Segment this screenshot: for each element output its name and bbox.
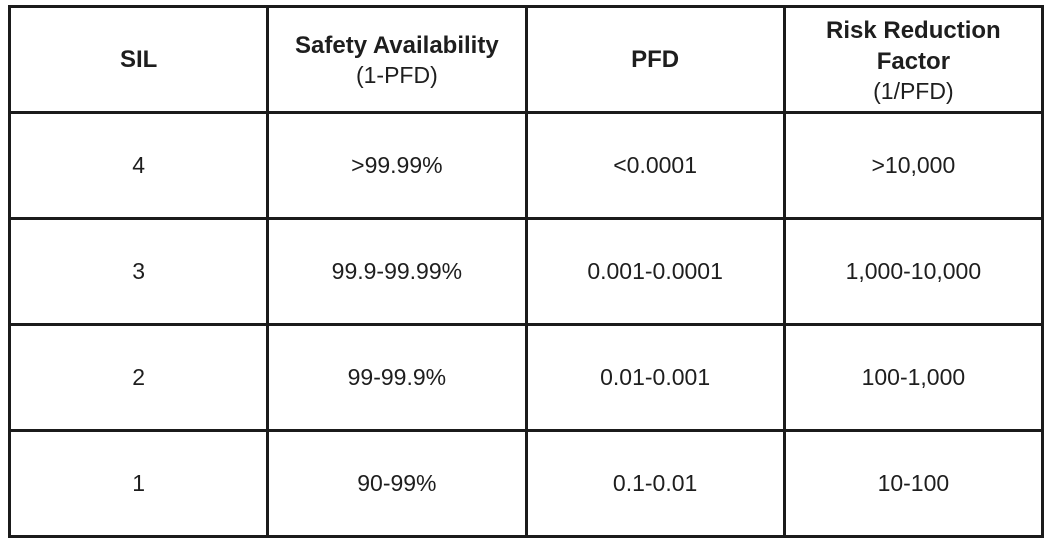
- table-cell: 4: [7, 111, 270, 220]
- header-cell: PFD: [524, 5, 786, 114]
- header-subtitle: (1/PFD): [873, 77, 954, 104]
- table-cell: 100-1,000: [782, 323, 1045, 432]
- table-row: 2 99-99.9% 0.01-0.001 100-1,000: [7, 323, 1045, 432]
- table-cell: >99.99%: [266, 111, 528, 220]
- table-cell: 0.1-0.01: [524, 429, 786, 538]
- header-row: SIL Safety Availability (1-PFD) PFD Risk Red…: [7, 5, 1045, 114]
- table-cell: 3: [7, 217, 270, 326]
- table-row: 1 90-99% 0.1-0.01 10-100: [7, 429, 1045, 538]
- table-row: 4 >99.99% <0.0001 >10,000: [7, 111, 1045, 220]
- table-cell: 2: [7, 323, 270, 432]
- table-cell: 90-99%: [266, 429, 528, 538]
- table-cell: >10,000: [782, 111, 1045, 220]
- header-title: Risk Reduction Factor: [826, 16, 1001, 75]
- table-cell: 1,000-10,000: [782, 217, 1045, 326]
- table-cell: 0.01-0.001: [524, 323, 786, 432]
- table-body: 4 >99.99% <0.0001 >10,000 3 99.9-99.99% 0.001-…: [7, 111, 1045, 538]
- header-title: Safety Availability: [295, 32, 499, 59]
- table-cell: 99-99.9%: [266, 323, 528, 432]
- header-title: PFD: [631, 46, 680, 73]
- table-cell: 10-100: [782, 429, 1045, 538]
- sil-table: SIL Safety Availability (1-PFD) PFD Risk Red…: [7, 5, 1045, 538]
- table-cell: 1: [7, 429, 270, 538]
- header-cell: Safety Availability (1-PFD): [266, 5, 528, 114]
- header-cell: Risk Reduction Factor (1/PFD): [782, 5, 1045, 114]
- header-cell: SIL: [7, 5, 270, 114]
- header-subtitle: (1-PFD): [355, 62, 438, 88]
- table-cell: <0.0001: [524, 111, 786, 220]
- table-row: 3 99.9-99.99% 0.001-0.0001 1,000-10,000: [7, 217, 1045, 326]
- header-title: SIL: [119, 46, 158, 73]
- table-cell: 0.001-0.0001: [524, 217, 786, 326]
- table-cell: 99.9-99.99%: [266, 217, 528, 326]
